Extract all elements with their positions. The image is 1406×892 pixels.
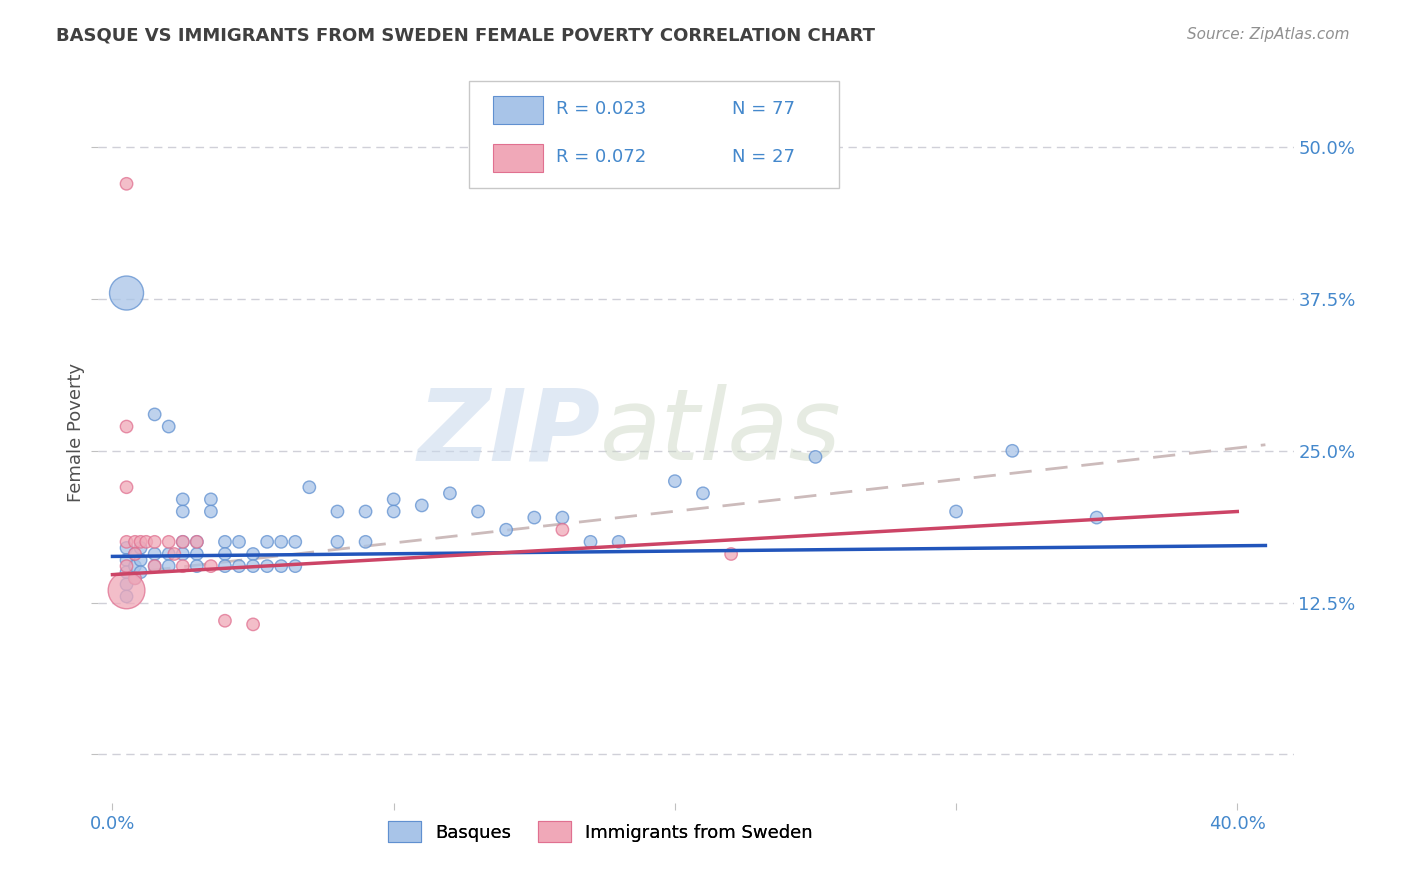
Point	[157, 534, 180, 549]
Text: atlas: atlas	[600, 384, 842, 481]
Point	[129, 541, 152, 555]
Point	[157, 547, 180, 561]
Point	[411, 499, 433, 513]
Point	[172, 504, 194, 518]
Point	[382, 492, 405, 507]
Point	[200, 559, 222, 574]
Point	[135, 534, 157, 549]
Point	[1085, 510, 1108, 524]
Point	[115, 286, 138, 301]
Point	[551, 523, 574, 537]
Legend: Basques, Immigrants from Sweden: Basques, Immigrants from Sweden	[381, 814, 820, 849]
Point	[579, 534, 602, 549]
Point	[124, 534, 146, 549]
Point	[495, 523, 517, 537]
Point	[124, 571, 146, 585]
FancyBboxPatch shape	[494, 95, 543, 124]
Point	[354, 534, 377, 549]
Point	[143, 547, 166, 561]
Point	[172, 534, 194, 549]
Point	[270, 559, 292, 574]
Point	[157, 419, 180, 434]
Point	[242, 559, 264, 574]
Point	[256, 559, 278, 574]
Point	[115, 559, 138, 574]
Point	[115, 553, 138, 567]
Point	[115, 177, 138, 191]
Point	[124, 547, 146, 561]
Point	[242, 547, 264, 561]
Point	[284, 534, 307, 549]
Point	[129, 553, 152, 567]
Point	[1001, 443, 1024, 458]
Point	[214, 614, 236, 628]
FancyBboxPatch shape	[494, 144, 543, 172]
Point	[115, 565, 138, 579]
Point	[143, 559, 166, 574]
Point	[551, 510, 574, 524]
Point	[242, 617, 264, 632]
Point	[607, 534, 630, 549]
Point	[270, 534, 292, 549]
Point	[115, 534, 138, 549]
Text: N = 27: N = 27	[733, 148, 794, 166]
Point	[115, 577, 138, 591]
Point	[326, 504, 349, 518]
Point	[143, 408, 166, 422]
Point	[172, 559, 194, 574]
Point	[186, 534, 208, 549]
Point	[124, 547, 146, 561]
Point	[200, 504, 222, 518]
Point	[163, 547, 186, 561]
Point	[172, 492, 194, 507]
Point	[523, 510, 546, 524]
Point	[228, 534, 250, 549]
Point	[115, 419, 138, 434]
Point	[186, 534, 208, 549]
Point	[115, 590, 138, 604]
Point	[172, 534, 194, 549]
Point	[214, 534, 236, 549]
Text: N = 77: N = 77	[733, 100, 794, 118]
Point	[124, 559, 146, 574]
Point	[467, 504, 489, 518]
FancyBboxPatch shape	[470, 81, 839, 188]
Point	[157, 559, 180, 574]
Point	[804, 450, 827, 464]
Point	[143, 534, 166, 549]
Text: ZIP: ZIP	[418, 384, 600, 481]
Point	[439, 486, 461, 500]
Point	[115, 480, 138, 494]
Point	[228, 559, 250, 574]
Point	[284, 559, 307, 574]
Point	[664, 474, 686, 488]
Point	[214, 559, 236, 574]
Point	[326, 534, 349, 549]
Text: R = 0.023: R = 0.023	[557, 100, 647, 118]
Point	[382, 504, 405, 518]
Point	[692, 486, 714, 500]
Point	[945, 504, 967, 518]
Point	[256, 534, 278, 549]
Text: BASQUE VS IMMIGRANTS FROM SWEDEN FEMALE POVERTY CORRELATION CHART: BASQUE VS IMMIGRANTS FROM SWEDEN FEMALE …	[56, 27, 876, 45]
Point	[186, 559, 208, 574]
Point	[124, 571, 146, 585]
Point	[129, 565, 152, 579]
Point	[354, 504, 377, 518]
Point	[172, 547, 194, 561]
Point	[143, 559, 166, 574]
Point	[186, 547, 208, 561]
Point	[720, 547, 742, 561]
Point	[115, 541, 138, 555]
Text: Source: ZipAtlas.com: Source: ZipAtlas.com	[1187, 27, 1350, 42]
Text: R = 0.072: R = 0.072	[557, 148, 647, 166]
Point	[129, 534, 152, 549]
Y-axis label: Female Poverty: Female Poverty	[66, 363, 84, 502]
Point	[214, 547, 236, 561]
Point	[200, 492, 222, 507]
Point	[115, 583, 138, 598]
Point	[298, 480, 321, 494]
